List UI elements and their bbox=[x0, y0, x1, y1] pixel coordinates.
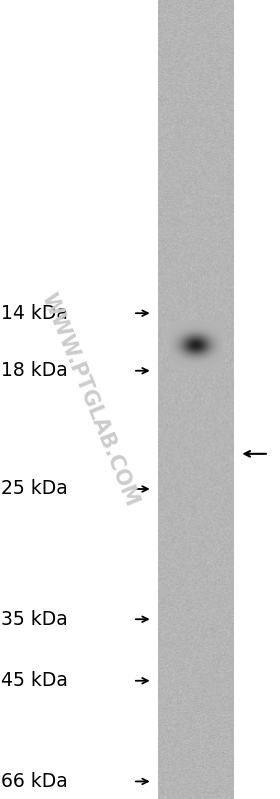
Text: 14 kDa: 14 kDa bbox=[1, 304, 68, 323]
Text: 25 kDa: 25 kDa bbox=[1, 479, 68, 499]
Text: WWW.PTGLAB.COM: WWW.PTGLAB.COM bbox=[38, 290, 142, 509]
Text: 45 kDa: 45 kDa bbox=[1, 671, 68, 690]
Text: 18 kDa: 18 kDa bbox=[1, 361, 68, 380]
Text: 66 kDa: 66 kDa bbox=[1, 772, 68, 791]
Text: 35 kDa: 35 kDa bbox=[1, 610, 68, 629]
